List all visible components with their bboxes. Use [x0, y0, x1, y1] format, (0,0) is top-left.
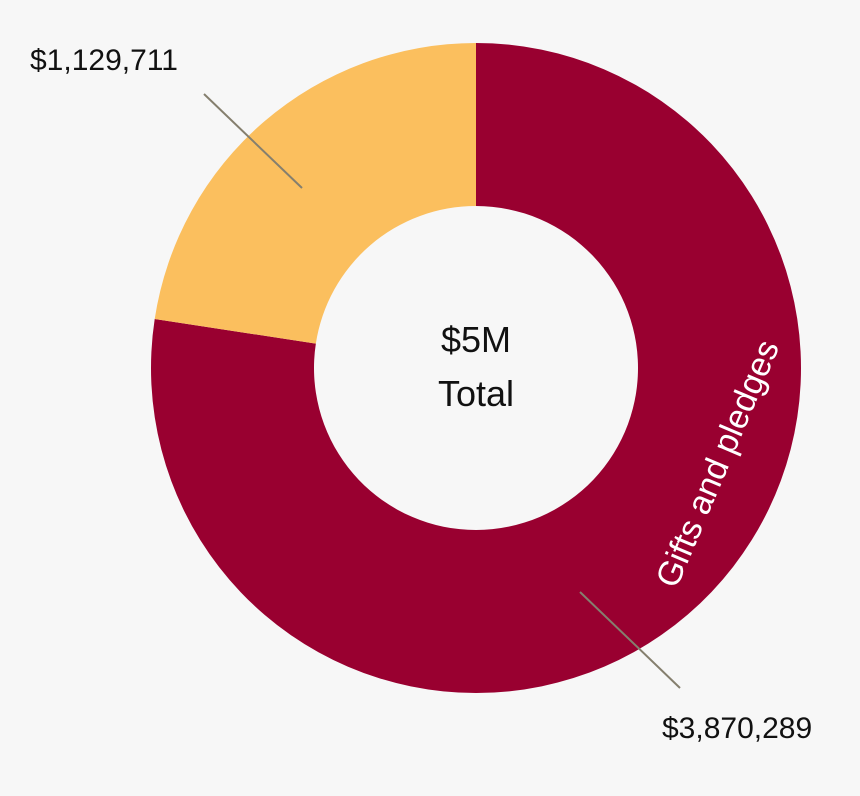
center-total-caption: Total: [438, 373, 514, 414]
slice-value-label-other: $1,129,711: [30, 44, 178, 77]
donut-slice-0: [151, 43, 802, 694]
slice-value-label-gifts: $3,870,289: [662, 712, 812, 745]
leader-line-gifts: [579, 591, 681, 689]
donut-slice-1: [154, 43, 476, 344]
leader-line-other: [203, 93, 303, 189]
center-total-value: $5M: [441, 319, 511, 360]
leader-lines: [203, 93, 681, 689]
donut-slices: [151, 43, 802, 694]
